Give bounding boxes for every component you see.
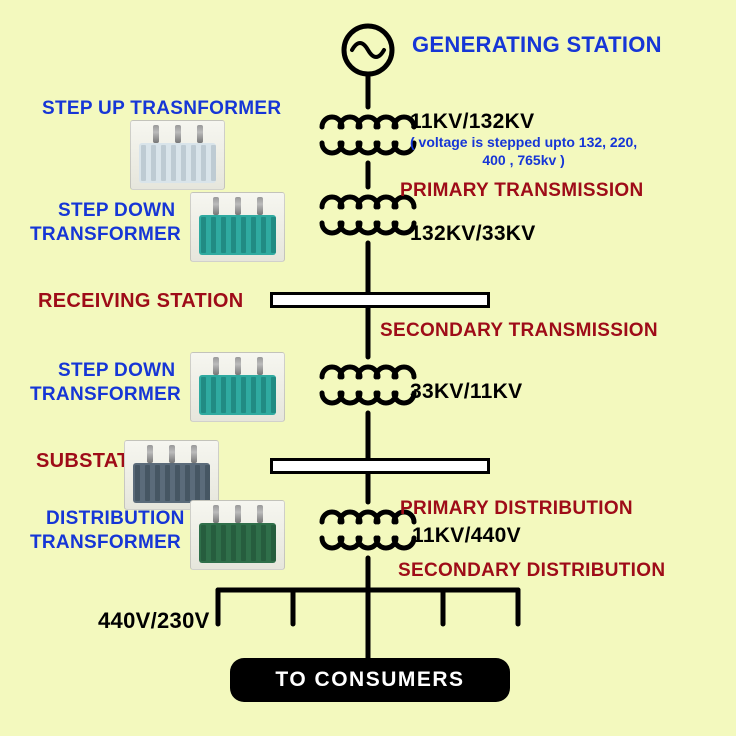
to-consumers-label: TO CONSUMERS [275,668,464,692]
label-step-down-2a: STEP DOWN [58,360,175,382]
label-v-11-440: 11KV/440V [412,524,521,548]
to-consumers-box: TO CONSUMERS [230,658,510,702]
label-sec-dist: SECONDARY DISTRIBUTION [398,560,665,582]
label-v-440-230: 440V/230V [98,608,210,634]
label-sec-trans: SECONDARY TRANSMISSION [380,320,658,342]
label-gen-station: GENERATING STATION [412,32,662,58]
busbar-bus-sub [270,458,490,474]
note-line-2: 400 , 765kv ) [410,152,637,170]
note-line-1: ( voltage is stepped upto 132, 220, [410,134,637,152]
label-v-11-132: 11KV/132KV [410,110,534,134]
power-system-diagram: ( voltage is stepped upto 132, 220, 400 … [0,0,736,736]
transformer-image-img-stepdn2 [190,352,285,422]
label-step-down-1a: STEP DOWN [58,200,175,222]
label-step-down-1b: TRANSFORMER [30,224,181,246]
voltage-step-note: ( voltage is stepped upto 132, 220, 400 … [410,134,637,169]
transformer-image-img-dist [190,500,285,570]
transformer-image-img-stepup [130,120,225,190]
label-v-33-11: 33KV/11KV [410,380,522,404]
label-v-132-33: 132KV/33KV [410,222,536,246]
label-step-down-2b: TRANSFORMER [30,384,181,406]
label-recv-station: RECEIVING STATION [38,290,243,313]
label-step-up: STEP UP TRASNFORMER [42,98,281,120]
transformer-image-img-stepdn1 [190,192,285,262]
label-prim-dist: PRIMARY DISTRIBUTION [400,498,633,520]
label-dist-txf-b: TRANSFORMER [30,532,181,554]
label-primary-trans: PRIMARY TRANSMISSION [400,180,644,202]
label-dist-txf-a: DISTRIBUTION [46,508,185,530]
busbar-bus-recv [270,292,490,308]
